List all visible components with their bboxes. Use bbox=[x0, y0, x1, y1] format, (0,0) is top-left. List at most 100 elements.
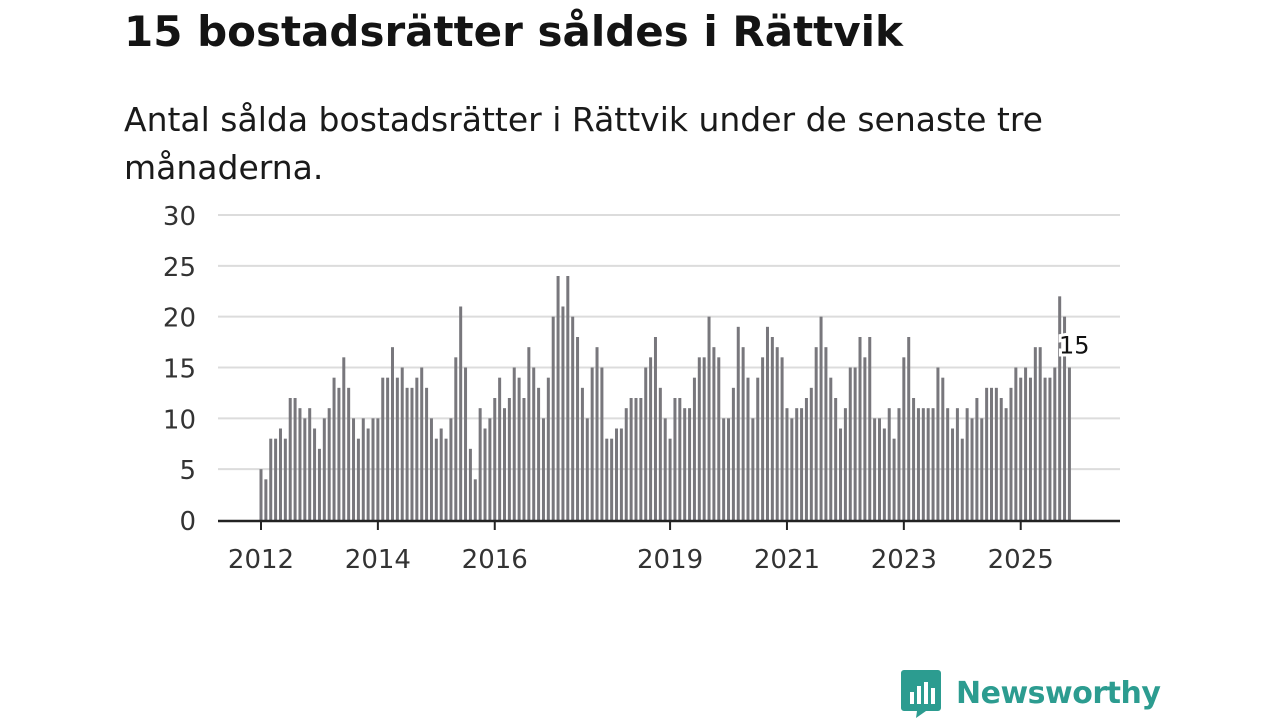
bar bbox=[571, 316, 575, 520]
bar bbox=[444, 438, 448, 520]
bar bbox=[683, 408, 687, 520]
bar bbox=[488, 418, 492, 520]
x-tick-label: 2021 bbox=[754, 545, 820, 575]
bar bbox=[668, 438, 672, 520]
bar bbox=[269, 438, 273, 520]
bar bbox=[274, 438, 278, 520]
bar bbox=[308, 408, 312, 520]
bar bbox=[877, 418, 881, 520]
data-label: 15 bbox=[1059, 332, 1090, 360]
bar bbox=[863, 357, 867, 520]
x-tick-label: 2019 bbox=[637, 545, 703, 575]
bar bbox=[892, 438, 896, 520]
bar bbox=[386, 377, 390, 520]
bar bbox=[503, 408, 506, 520]
bar bbox=[785, 408, 789, 520]
bar bbox=[692, 377, 696, 520]
bar bbox=[809, 387, 813, 520]
bar bbox=[283, 438, 287, 520]
bar bbox=[717, 357, 721, 520]
bar bbox=[1014, 367, 1018, 520]
bar bbox=[493, 398, 497, 520]
bar bbox=[765, 326, 769, 520]
bar bbox=[468, 448, 472, 520]
bar bbox=[873, 418, 877, 520]
bar bbox=[819, 316, 823, 520]
y-tick-label: 20 bbox=[163, 304, 196, 334]
bar bbox=[303, 418, 307, 520]
bar bbox=[673, 398, 677, 520]
bar bbox=[580, 387, 584, 520]
bar bbox=[970, 418, 974, 520]
bar bbox=[663, 418, 667, 520]
bar bbox=[839, 428, 843, 520]
bar bbox=[264, 479, 268, 520]
bar bbox=[317, 448, 321, 520]
bar bbox=[298, 408, 302, 520]
bar bbox=[605, 438, 609, 520]
bar bbox=[566, 276, 570, 520]
bar bbox=[951, 428, 955, 520]
bar bbox=[960, 438, 964, 520]
x-tick-label: 2016 bbox=[462, 545, 528, 575]
bar bbox=[736, 326, 740, 520]
bar bbox=[342, 357, 346, 520]
bar bbox=[259, 469, 263, 520]
bar bbox=[658, 387, 662, 520]
newsworthy-logo-icon bbox=[901, 670, 941, 718]
bar bbox=[829, 377, 833, 520]
bar bbox=[980, 418, 984, 520]
bar bbox=[834, 398, 838, 520]
bar bbox=[610, 438, 614, 520]
bar bbox=[848, 367, 852, 520]
bar bbox=[395, 377, 399, 520]
bar bbox=[512, 367, 516, 520]
bar bbox=[731, 387, 735, 520]
bar bbox=[1038, 347, 1042, 520]
bar bbox=[429, 418, 433, 520]
bar bbox=[454, 357, 458, 520]
bar bbox=[1058, 296, 1062, 520]
bar bbox=[483, 428, 487, 520]
bar bbox=[990, 387, 993, 520]
x-tick-label: 2014 bbox=[345, 545, 411, 575]
bar bbox=[1043, 377, 1047, 520]
bar bbox=[449, 418, 453, 520]
newsworthy-logo: Newsworthy bbox=[900, 668, 1161, 718]
bar bbox=[941, 377, 945, 520]
bar bbox=[356, 438, 360, 520]
bar bbox=[916, 408, 920, 520]
y-tick-label: 5 bbox=[179, 456, 196, 486]
x-tick-label: 2025 bbox=[988, 545, 1054, 575]
bar bbox=[400, 367, 404, 520]
bar bbox=[410, 387, 414, 520]
x-tick-label: 2012 bbox=[228, 545, 294, 575]
bar bbox=[1033, 347, 1037, 520]
bar bbox=[405, 387, 409, 520]
bar bbox=[907, 337, 911, 520]
bar bbox=[1067, 367, 1071, 520]
bar bbox=[756, 377, 760, 520]
bar bbox=[678, 398, 682, 520]
bar bbox=[882, 428, 886, 520]
bar bbox=[624, 408, 628, 520]
bar bbox=[517, 377, 521, 520]
bar bbox=[688, 408, 692, 520]
bar bbox=[707, 316, 711, 520]
bar bbox=[347, 387, 351, 520]
y-tick-label: 15 bbox=[163, 355, 196, 385]
bar bbox=[712, 347, 716, 520]
bar bbox=[527, 347, 531, 520]
bar bbox=[546, 377, 550, 520]
y-tick-label: 0 bbox=[179, 507, 196, 537]
bar bbox=[946, 408, 950, 520]
chart-subtitle: Antal sålda bostadsrätter i Rättvik unde… bbox=[124, 100, 1043, 187]
bar bbox=[999, 398, 1003, 520]
bar bbox=[1063, 316, 1067, 520]
bar bbox=[653, 337, 657, 520]
bar bbox=[522, 398, 526, 520]
bar bbox=[1028, 377, 1032, 520]
bar bbox=[541, 418, 545, 520]
bar bbox=[912, 398, 916, 520]
bar bbox=[459, 306, 463, 520]
